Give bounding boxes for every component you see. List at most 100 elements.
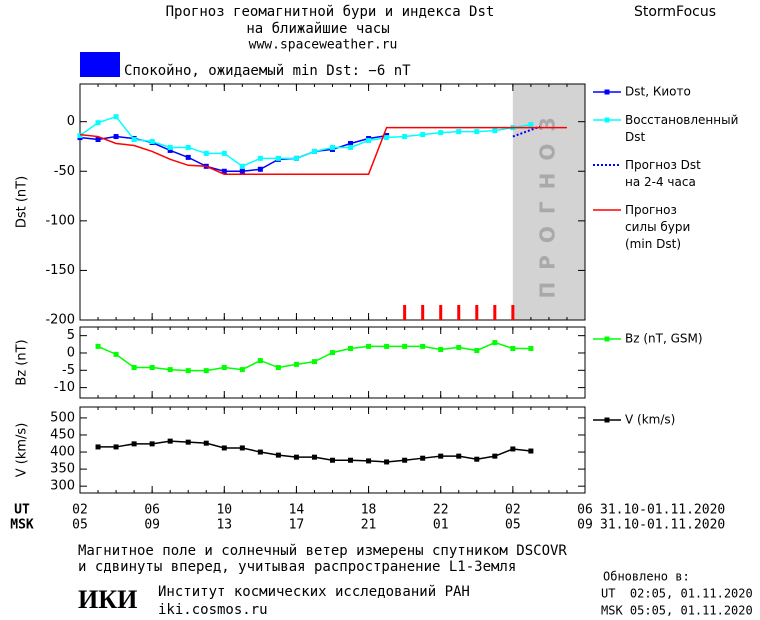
msk-tick-label: 05 <box>72 518 88 533</box>
data-point <box>330 350 335 356</box>
data-point <box>149 139 155 145</box>
data-point <box>239 168 245 174</box>
data-point <box>402 134 408 140</box>
data-point <box>456 129 462 135</box>
subtitle: на ближайшие часы <box>246 21 389 37</box>
msk-tick-label: 09 <box>577 518 593 533</box>
data-point <box>239 367 245 373</box>
data-point <box>239 163 245 169</box>
data-point <box>311 454 317 460</box>
data-point <box>221 168 227 174</box>
data-point <box>474 456 480 462</box>
data-point <box>456 344 462 350</box>
x-tick-label: 14 <box>289 503 305 518</box>
note-line: и сдвинуты вперед, учитывая распростране… <box>78 559 516 575</box>
data-point <box>474 129 480 135</box>
msk-label: MSK <box>10 518 34 533</box>
data-point <box>438 347 444 353</box>
y-tick-label: -150 <box>45 263 75 278</box>
data-point <box>113 134 119 140</box>
y-tick-label: 0 <box>67 345 75 360</box>
data-point <box>257 155 263 161</box>
brand: StormFocus <box>634 4 716 20</box>
status-box <box>80 52 120 77</box>
data-point <box>185 439 191 445</box>
data-point <box>275 365 281 371</box>
data-point <box>348 144 354 150</box>
data-point <box>293 155 299 161</box>
data-point <box>257 449 263 455</box>
data-point <box>311 148 317 154</box>
msk-tick-label: 01 <box>433 518 449 533</box>
data-point <box>330 457 335 463</box>
ut-range: 31.10-01.11.2020 <box>600 503 725 518</box>
site: iki.cosmos.ru <box>158 602 268 618</box>
title: Прогноз геомагнитной бури и индекса Dst <box>166 4 495 20</box>
data-point <box>113 114 119 120</box>
data-point <box>474 348 480 354</box>
data-point <box>149 365 155 371</box>
ut-label: UT <box>14 503 30 518</box>
forecast-label: ПРОГНОЗ <box>535 105 559 298</box>
data-point <box>113 444 119 450</box>
data-point <box>402 343 408 349</box>
data-point <box>239 445 245 451</box>
data-point <box>366 138 372 144</box>
data-point <box>492 128 498 134</box>
y-tick-label: -5 <box>62 363 75 378</box>
data-point <box>185 144 191 150</box>
data-point <box>438 130 444 136</box>
data-point <box>348 140 354 146</box>
data-point <box>167 147 173 153</box>
data-point <box>402 457 408 463</box>
series-line <box>79 134 387 173</box>
data-point <box>492 453 498 459</box>
msk-tick-label: 13 <box>216 518 232 533</box>
y-tick-label: 300 <box>50 479 75 494</box>
institute: Институт космических исследований РАН <box>158 584 470 600</box>
x-tick-label: 02 <box>72 503 88 518</box>
data-point <box>366 458 372 464</box>
data-point <box>420 132 426 138</box>
legend-label: Прогноз Dst на 2-4 часа <box>625 158 701 189</box>
series-line <box>79 126 567 175</box>
data-point <box>185 154 191 160</box>
data-point <box>510 345 516 351</box>
data-point <box>203 440 209 446</box>
data-point <box>348 345 354 351</box>
data-point <box>275 155 281 161</box>
data-point <box>95 120 101 126</box>
data-point <box>528 448 534 454</box>
y-axis-label: Dst (nT) <box>15 176 30 228</box>
forecast-region <box>512 84 585 320</box>
y-tick-label: 450 <box>50 427 75 442</box>
data-point <box>185 368 191 374</box>
data-point <box>366 343 372 349</box>
y-tick-label: -10 <box>54 380 75 395</box>
y-tick-label: 5 <box>67 328 75 343</box>
data-point <box>167 438 173 444</box>
logo: ИКИ <box>78 585 137 614</box>
y-tick-label: 0 <box>67 114 75 129</box>
legend-label: Bz (nT, GSM) <box>625 332 703 346</box>
y-tick-label: -100 <box>45 213 75 228</box>
data-point <box>384 135 390 141</box>
data-point <box>528 345 534 351</box>
msk-range: 31.10-01.11.2020 <box>600 518 725 533</box>
data-point <box>420 343 426 349</box>
data-point <box>149 441 155 447</box>
msk-tick-label: 17 <box>289 518 305 533</box>
data-point <box>131 137 137 143</box>
msk-tick-label: 09 <box>144 518 160 533</box>
data-point <box>77 133 83 139</box>
data-point <box>275 452 281 458</box>
msk-tick-label: 21 <box>361 518 377 533</box>
x-tick-label: 22 <box>433 503 449 518</box>
data-point <box>384 459 390 465</box>
legend-swatch <box>604 89 610 95</box>
data-point <box>293 361 299 367</box>
updated-label: Обновлено в: <box>603 570 690 584</box>
data-point <box>293 454 299 460</box>
